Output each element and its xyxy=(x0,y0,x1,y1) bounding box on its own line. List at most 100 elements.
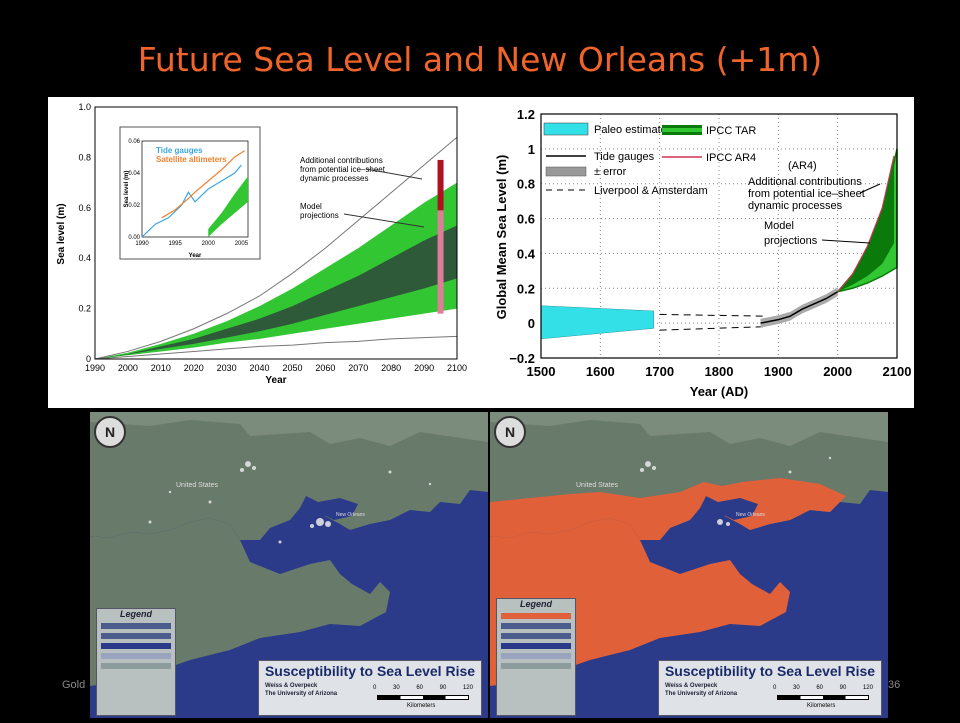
x-tick-label: 2000 xyxy=(118,363,138,373)
historical-chart: 1500 1600 1700 1800 1900 2000 2100 −0.2 0 0.2 0.4… xyxy=(494,107,912,399)
scale-tick: 0 xyxy=(373,685,377,691)
tide-error-band xyxy=(760,287,838,328)
map-legend-title: Legend xyxy=(119,609,152,619)
slide-title: Future Sea Level and New Orleans (+1m) xyxy=(137,40,823,79)
inset-y-tick: 0.04 xyxy=(128,171,140,177)
y-tick-label: 0.2 xyxy=(78,304,91,314)
annotation-line: (AR4) xyxy=(788,160,817,172)
y-tick-label: 0 xyxy=(528,316,535,331)
x-tick-label: 2000 xyxy=(823,364,852,379)
series xyxy=(540,148,898,340)
x-tick-label: 1800 xyxy=(705,364,734,379)
scale-tick: 60 xyxy=(816,685,823,691)
scale-tick: 120 xyxy=(862,685,873,691)
annotation-line: Additional contributions xyxy=(300,156,383,165)
grid xyxy=(541,114,897,358)
inset-y-tick: 0.00 xyxy=(128,235,140,241)
annotation-line: dynamic processes xyxy=(748,200,843,212)
projection-chart: 1990 2000 2010 2020 2030 2040 2050 2060 2070 2080… xyxy=(56,102,467,386)
map-current: United States New Orleans N Legend Susce… xyxy=(90,412,488,718)
x-axis-label: Year (AD) xyxy=(690,384,749,399)
y-tick-label: 1.2 xyxy=(517,107,535,122)
page-number: 36 xyxy=(888,679,901,691)
annotation-line: Model xyxy=(764,220,794,232)
y-axis-label: Global Mean Sea Level (m) xyxy=(494,155,509,320)
annotation-line: from potential ice–sheet xyxy=(748,188,865,200)
range-bars xyxy=(437,159,444,314)
map-scale-bar xyxy=(777,695,869,700)
map-scale-bar xyxy=(377,695,469,700)
y-tick-label: 0.4 xyxy=(78,253,91,263)
x-tick-label: 2100 xyxy=(447,363,467,373)
footer-text: Gold xyxy=(62,679,86,691)
y-tick-label: 0.6 xyxy=(78,203,91,213)
map-title: Susceptibility to Sea Level Rise xyxy=(664,663,876,679)
scale-tick: 60 xyxy=(416,685,423,691)
inset-x-tick: 1995 xyxy=(168,241,182,247)
legend-liverpool: Liverpool & Amsterdam xyxy=(594,185,708,197)
x-tick-label: 2050 xyxy=(282,363,302,373)
inset-x-tick: 2000 xyxy=(202,241,216,247)
model-band xyxy=(95,182,457,359)
x-tick-label: 2030 xyxy=(217,363,237,373)
y-tick-label: 0.4 xyxy=(517,246,536,261)
map-credit-2: The University of Arizona xyxy=(665,691,738,697)
annotation-line: dynamic processes xyxy=(300,174,368,183)
x-tick-label: 2040 xyxy=(250,363,270,373)
x-axis-label: Year xyxy=(265,375,286,386)
x-tick-label: 1600 xyxy=(586,364,615,379)
map-place-city: New Orleans xyxy=(336,512,365,518)
y-tick-label: 0.8 xyxy=(78,152,91,162)
y-tick-label: 1.0 xyxy=(78,102,91,112)
maps-panel: United States New Orleans N Legend Susce… xyxy=(90,412,888,718)
y-tick-labels: −0.2 0 0.2 0.4 0.6 0.8 1 1.2 xyxy=(509,107,535,366)
compass-icon: N xyxy=(94,416,126,448)
annotation-line: Additional contributions xyxy=(748,176,862,188)
scale-tick: 0 xyxy=(773,685,777,691)
x-tick-label: 1990 xyxy=(85,363,105,373)
x-tick-label: 2090 xyxy=(414,363,434,373)
liverpool-lower xyxy=(659,326,767,331)
scale-unit: Kilometers xyxy=(807,703,836,709)
legend-error: ± error xyxy=(594,166,627,178)
y-tick-label: −0.2 xyxy=(509,351,535,366)
map-place-us: United States xyxy=(576,482,619,489)
ipcc-ar4-band xyxy=(837,155,895,292)
y-tick-label: 0.2 xyxy=(517,281,535,296)
map-title-box: Susceptibility to Sea Level Rise Weiss &… xyxy=(258,660,482,716)
legend-ipcc-ar4: IPCC AR4 xyxy=(706,152,756,164)
y-axis-label: Sea level (m) xyxy=(56,203,67,264)
model-range-bar xyxy=(437,210,444,314)
map-place-us: United States xyxy=(176,482,219,489)
map-flooded: United States New Orleans N Legend Susce… xyxy=(490,412,888,718)
legend-tide: Tide gauges xyxy=(594,151,655,163)
x-tick-labels: 1990 2000 2010 2020 2030 2040 2050 2060 2070 2080… xyxy=(85,363,467,373)
x-tick-label: 2020 xyxy=(184,363,204,373)
map-legend: Legend xyxy=(96,608,176,716)
legend-ipcc-tar: IPCC TAR xyxy=(706,125,756,137)
map-title-box: Susceptibility to Sea Level Rise Weiss &… xyxy=(658,660,882,716)
liverpool-upper xyxy=(659,313,767,317)
inset-satellite-line xyxy=(161,150,246,219)
scale-unit: Kilometers xyxy=(407,703,436,709)
y-tick-labels: 0 0.2 0.4 0.6 0.8 1.0 xyxy=(78,102,91,364)
scale-tick: 120 xyxy=(462,685,473,691)
x-tick-label: 2010 xyxy=(151,363,171,373)
scale-tick: 30 xyxy=(792,685,800,691)
scale-tick: 30 xyxy=(392,685,400,691)
inset-legend-satellite: Satellite altimeters xyxy=(156,155,227,164)
legend-paleo: Paleo estimates xyxy=(594,124,673,136)
inset-x-label: Year xyxy=(189,253,202,259)
map-credit-2: The University of Arizona xyxy=(265,691,338,697)
annotation-line: Model xyxy=(300,202,322,211)
scale-tick: 90 xyxy=(839,685,847,691)
x-tick-label: 1900 xyxy=(764,364,793,379)
ipcc-ar4-line xyxy=(837,155,895,293)
inset-x-tick: 1990 xyxy=(135,241,149,247)
inset-y-tick: 0.06 xyxy=(128,139,140,145)
inset-chart: Tide gauges Satellite altimeters 1990 199… xyxy=(119,126,261,260)
annotation-line: from potential ice–sheet xyxy=(300,165,386,174)
paleo-band xyxy=(540,305,654,340)
x-tick-labels: 1500 1600 1700 1800 1900 2000 2100 xyxy=(527,364,912,379)
y-tick-label: 0 xyxy=(86,354,91,364)
